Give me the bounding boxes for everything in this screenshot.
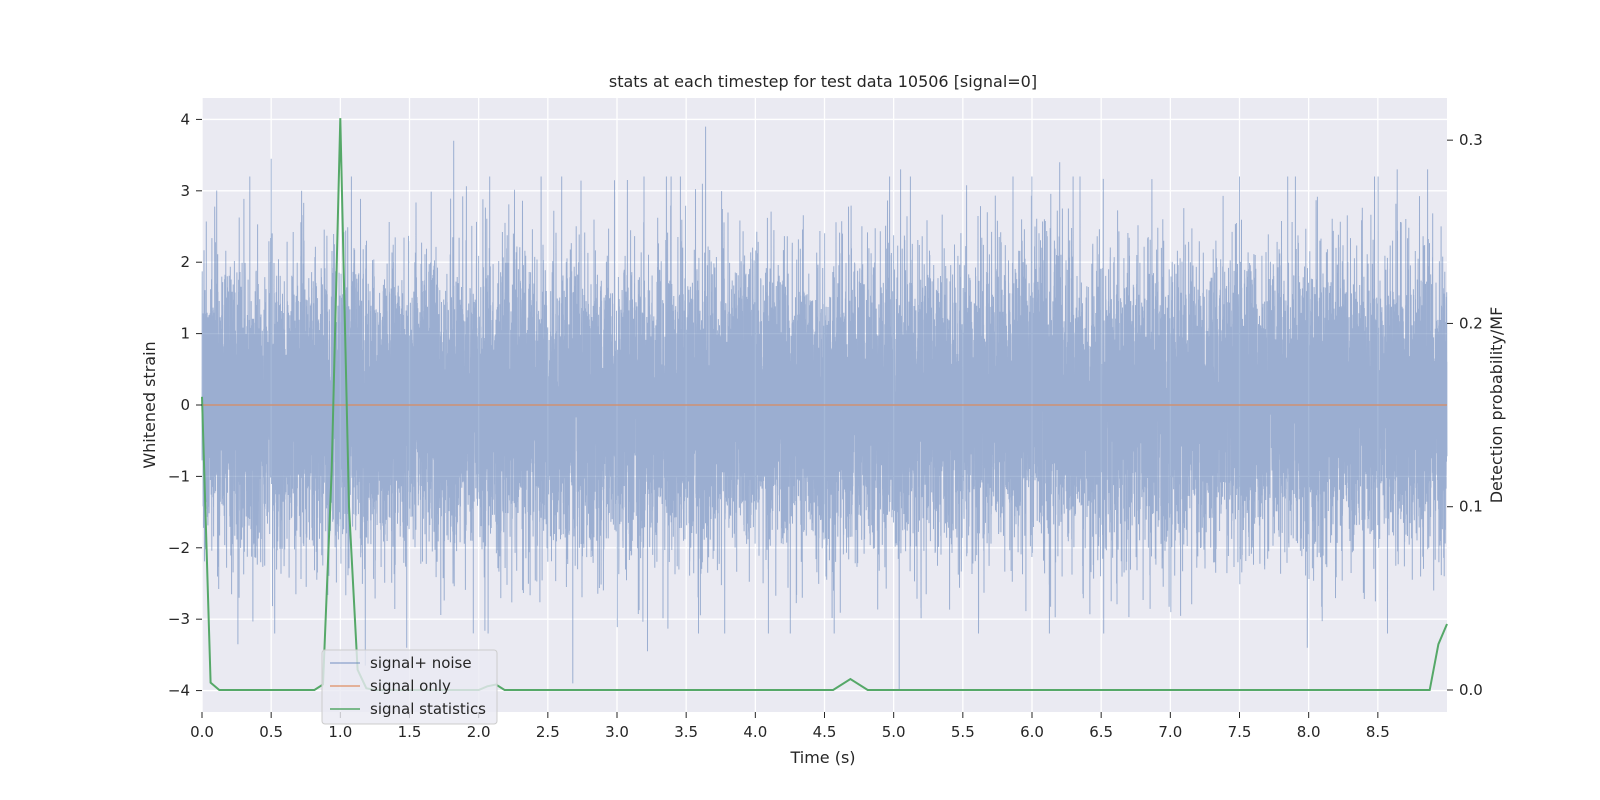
y-tick-label-right: 0.0: [1459, 681, 1483, 699]
x-tick-label: 1.5: [398, 723, 422, 741]
legend-label-signal-noise: signal+ noise: [370, 654, 472, 672]
y-tick-label-right: 0.2: [1459, 314, 1483, 332]
plot-area: [201, 98, 1448, 712]
y-tick-label-left: 4: [180, 110, 190, 128]
x-axis-label: Time (s): [789, 748, 855, 767]
x-tick-label: 4.0: [743, 723, 767, 741]
x-tick-label: 6.5: [1089, 723, 1113, 741]
y-axis-label-left: Whitened strain: [140, 341, 159, 468]
x-tick-label: 2.5: [536, 723, 560, 741]
y-tick-label-left: −3: [168, 610, 190, 628]
y-tick-label-left: −4: [168, 682, 190, 700]
y-tick-label-left: −1: [168, 467, 190, 485]
x-tick-label: 0.0: [190, 723, 214, 741]
y-tick-label-left: −2: [168, 539, 190, 557]
y-axis-right: 0.3 0.2 0.1 0.0: [1447, 131, 1483, 699]
x-tick-label: 7.5: [1228, 723, 1252, 741]
y-tick-label-right: 0.1: [1459, 498, 1483, 516]
y-axis-left: 4 3 2 1 0 −1 −2 −3 −4: [168, 110, 202, 700]
x-tick-label: 3.0: [605, 723, 629, 741]
y-axis-label-right: Detection probability/MF: [1487, 307, 1506, 504]
y-tick-label-left: 1: [180, 325, 190, 343]
x-tick-label: 7.0: [1158, 723, 1182, 741]
legend-label-signal-statistics: signal statistics: [370, 700, 486, 718]
x-tick-label: 3.5: [674, 723, 698, 741]
y-tick-label-left: 2: [180, 253, 190, 271]
chart-title: stats at each timestep for test data 105…: [609, 72, 1037, 91]
y-tick-label-left: 0: [180, 396, 190, 414]
series-line-signal-noise: [201, 126, 1448, 691]
x-tick-label: 0.5: [259, 723, 283, 741]
legend-label-signal-only: signal only: [370, 677, 451, 695]
legend-box: [321, 649, 498, 725]
x-tick-label: 1.0: [328, 723, 352, 741]
x-tick-label: 8.5: [1366, 723, 1390, 741]
x-tick-label: 2.0: [467, 723, 491, 741]
x-tick-label: 5.0: [882, 723, 906, 741]
y-tick-label-right: 0.3: [1459, 131, 1483, 149]
x-tick-label: 8.0: [1297, 723, 1321, 741]
legend: signal+ noise signal only signal statist…: [321, 649, 498, 725]
x-tick-label: 5.5: [951, 723, 975, 741]
x-tick-label: 4.5: [813, 723, 837, 741]
y-tick-label-left: 3: [180, 182, 190, 200]
x-tick-label: 6.0: [1020, 723, 1044, 741]
x-axis: 0.0 0.5 1.0 1.5 2.0 2.5 3.0 3.5 4.0 4.5 5.0 5.5 6.0 6…: [190, 712, 1390, 741]
